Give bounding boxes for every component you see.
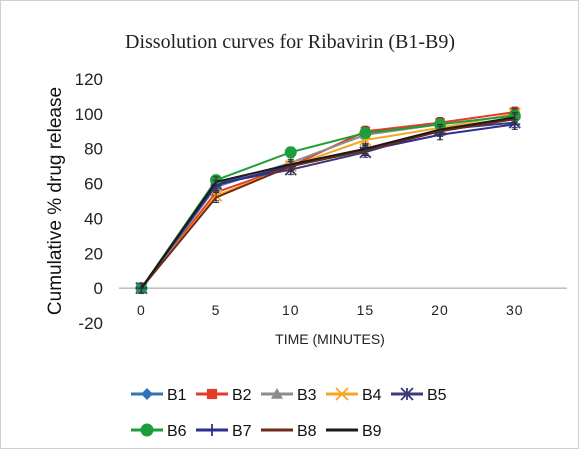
x-axis-label: TIME (MINUTES): [275, 331, 385, 347]
legend-label: B2: [232, 387, 252, 404]
error-bar: [437, 124, 444, 136]
x-tick-label: 0: [137, 302, 146, 318]
legend-label: B7: [232, 423, 252, 440]
legend-item-B4: B4: [326, 387, 382, 404]
series-B4: [135, 107, 521, 295]
series-B9: [138, 111, 518, 294]
chart-title: Dissolution curves for Ribavirin (B1-B9): [125, 31, 455, 53]
y-tick-label: 80: [84, 140, 103, 159]
error-bar: [213, 192, 220, 204]
legend-label: B6: [167, 423, 187, 440]
legend-item-B1: B1: [131, 387, 187, 404]
x-tick-label: 30: [506, 302, 524, 318]
marker-square: [206, 388, 218, 400]
marker-circle: [359, 127, 372, 140]
y-axis-label: Cumulative % drug release: [45, 87, 66, 315]
series-B1: [135, 113, 521, 294]
error-bar: [213, 176, 220, 188]
y-tick-label: 20: [84, 244, 103, 263]
marker-diamond: [141, 388, 153, 400]
marker-circle: [140, 423, 154, 437]
x-tick-label: 20: [431, 302, 449, 318]
series-line-B6: [140, 114, 515, 289]
marker-circle: [284, 146, 297, 159]
y-tick-label: 0: [94, 279, 103, 298]
legend-label: B9: [362, 423, 382, 440]
y-tick-label: 120: [75, 70, 103, 89]
marker-triangle: [271, 388, 283, 399]
legend-item-B9: B9: [326, 423, 382, 440]
series-line-B8: [140, 118, 515, 289]
series-B7: [135, 118, 521, 294]
error-bar: [362, 143, 369, 155]
legend-label: B3: [297, 387, 317, 404]
x-tick-label: 10: [282, 302, 300, 318]
series-line-B4: [140, 112, 515, 289]
series-layer: [135, 106, 521, 295]
legend-item-B6: B6: [131, 423, 187, 440]
series-B2: [136, 106, 520, 294]
marker-plus: [206, 424, 218, 436]
legend-label: B4: [362, 387, 382, 404]
error-bar: [511, 111, 518, 123]
y-tick-label: -20: [78, 314, 103, 333]
error-bar: [287, 158, 294, 170]
legend-item-B3: B3: [261, 387, 317, 404]
legend: B1 B2 B3 B4 B5 B6 B7 B8 B9: [131, 387, 447, 440]
legend-item-B2: B2: [196, 387, 252, 404]
legend-item-B7: B7: [196, 423, 252, 440]
series-line-B3: [140, 114, 515, 289]
series-B6: [135, 109, 521, 295]
legend-item-B5: B5: [391, 387, 447, 404]
y-tick-label: 40: [84, 209, 103, 228]
series-line-B2: [140, 111, 515, 289]
legend-label: B1: [167, 387, 187, 404]
series-line-B9: [140, 116, 515, 289]
axes: -20 0 20 40 60 80 100 120 0 5 10 15 20 30: [75, 70, 567, 333]
marker-star: [400, 387, 414, 401]
error-bar: [138, 282, 145, 294]
y-tick-label: 100: [75, 105, 103, 124]
series-B3: [135, 110, 521, 294]
series-B8: [138, 113, 518, 294]
x-tick-label: 15: [357, 302, 375, 318]
x-tick-label: 5: [212, 302, 221, 318]
marker-x: [335, 387, 349, 401]
legend-label: B8: [297, 423, 317, 440]
legend-item-B8: B8: [261, 423, 317, 440]
y-tick-label: 60: [84, 175, 103, 194]
series-line-B1: [140, 118, 515, 289]
legend-label: B5: [427, 387, 447, 404]
